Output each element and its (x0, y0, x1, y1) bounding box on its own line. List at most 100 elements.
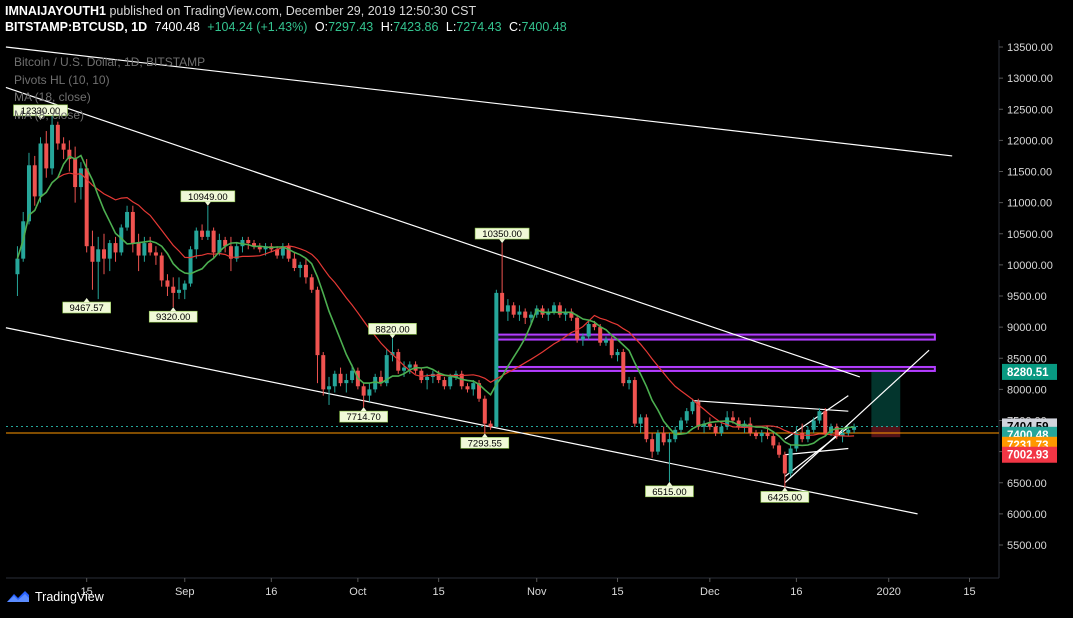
candle-body (171, 286, 176, 293)
symbol-label[interactable]: BITSTAMP:BTCUSD, 1D (5, 20, 148, 34)
candle-body (200, 230, 205, 237)
candle-body (684, 411, 689, 421)
candle-body (690, 401, 695, 412)
trendline (5, 86, 861, 378)
low-label: L: (445, 20, 457, 34)
candle-body (119, 227, 124, 253)
y-tick-label: 13500.00 (1007, 42, 1053, 54)
x-tick-label: Nov (527, 586, 547, 598)
legend-ma-short[interactable]: MA (8, close) (14, 107, 85, 122)
candle-body (246, 239, 251, 244)
candle-body (736, 420, 741, 427)
pivot-label: 9320.00 (148, 307, 198, 323)
pivot-label-pointer (204, 201, 211, 206)
candle-body (205, 230, 210, 237)
trendline (784, 349, 930, 484)
y-tick-label: 10500.00 (1007, 229, 1053, 241)
brand-name[interactable]: TradingView (35, 590, 104, 604)
candle-body (632, 380, 637, 424)
candle-body (275, 249, 280, 256)
y-tick-label: 8000.00 (1007, 384, 1047, 396)
legend-title[interactable]: Bitcoin / U.S. Dollar, 1D, BITSTAMP (14, 55, 206, 69)
candle-body (754, 432, 758, 437)
pivot-label-pointer (83, 298, 90, 303)
candle-body (494, 292, 499, 427)
candle-body (419, 370, 424, 381)
pivot-label-text: 7293.55 (468, 438, 502, 449)
pivot-label: 7714.70 (339, 407, 388, 423)
candle-body (707, 423, 712, 427)
candle-body (50, 124, 55, 169)
candle-body (407, 364, 412, 368)
y-tick-label: 5500.00 (1007, 540, 1047, 552)
candle-body (840, 432, 845, 437)
candle-body (228, 246, 233, 259)
candle-body (580, 336, 585, 340)
y-tick-label: 6000.00 (1007, 509, 1047, 521)
candle-body (500, 292, 505, 312)
pivot-label-text: 6515.00 (652, 487, 686, 498)
pivot-label-pointer (360, 407, 367, 412)
candle-body (465, 386, 470, 390)
candle-body (725, 417, 730, 427)
x-tick-label: 15 (81, 586, 93, 598)
trendline (784, 447, 849, 456)
candle-body (678, 420, 683, 430)
candle-body (771, 436, 776, 446)
candle-body (327, 386, 332, 390)
candle-body (211, 230, 216, 253)
pivot-label-text: 8820.00 (375, 324, 409, 335)
price-tag-bg (1002, 446, 1057, 463)
candle-body (153, 252, 158, 256)
pivot-label-pointer (499, 239, 506, 244)
candle-body (511, 305, 516, 315)
pivot-label: 9467.57 (62, 298, 111, 314)
candle-body (32, 165, 37, 197)
price-tag-bg (1002, 363, 1057, 380)
candle-body (159, 255, 164, 281)
candle-body (759, 432, 764, 437)
y-tick-label: 12000.00 (1007, 135, 1053, 147)
candle-body (332, 373, 337, 387)
candle-body (563, 311, 568, 315)
candle-body (482, 398, 487, 424)
candle-body (194, 230, 199, 250)
y-tick-label: 11000.00 (1007, 198, 1052, 210)
candle-body (223, 239, 228, 247)
author-name[interactable]: IMNAIJAYOUTH1 (5, 4, 106, 18)
indicator-legend: Bitcoin / U.S. Dollar, 1D, BITSTAMP Pivo… (14, 54, 205, 124)
legend-ma-long[interactable]: MA (18, close) (14, 90, 91, 104)
candle-body (442, 380, 447, 387)
candle-body (552, 305, 557, 312)
candle-body (378, 376, 383, 384)
candle-body (15, 258, 20, 275)
close-label: C: (509, 20, 522, 34)
candle-body (477, 383, 482, 399)
pivot-label-pointer (37, 115, 44, 120)
candle-body (719, 426, 724, 433)
x-tick-label: Oct (349, 586, 366, 598)
candle-body (627, 380, 632, 384)
legend-pivots[interactable]: Pivots HL (10, 10) (14, 72, 110, 87)
position-stop-zone (871, 426, 901, 438)
candle-body (505, 305, 510, 312)
candle-body (696, 401, 701, 427)
candle-body (575, 317, 580, 340)
candle-body (130, 211, 135, 244)
candle-body (730, 417, 735, 421)
y-tick-label: 13000.00 (1007, 73, 1053, 85)
pivot-label: 8820.00 (368, 323, 417, 339)
x-tick-label: Dec (700, 586, 720, 598)
ma-short-line (16, 154, 855, 447)
high-label: H: (380, 20, 394, 34)
y-tick-label: 12500.00 (1007, 104, 1053, 116)
candle-body (101, 249, 106, 259)
candle-body (396, 352, 401, 371)
candle-body (748, 423, 753, 433)
tradingview-logo-icon[interactable] (6, 590, 30, 604)
pivot-label-pointer (781, 487, 788, 492)
candle-body (177, 289, 181, 293)
candle-body (517, 311, 522, 315)
